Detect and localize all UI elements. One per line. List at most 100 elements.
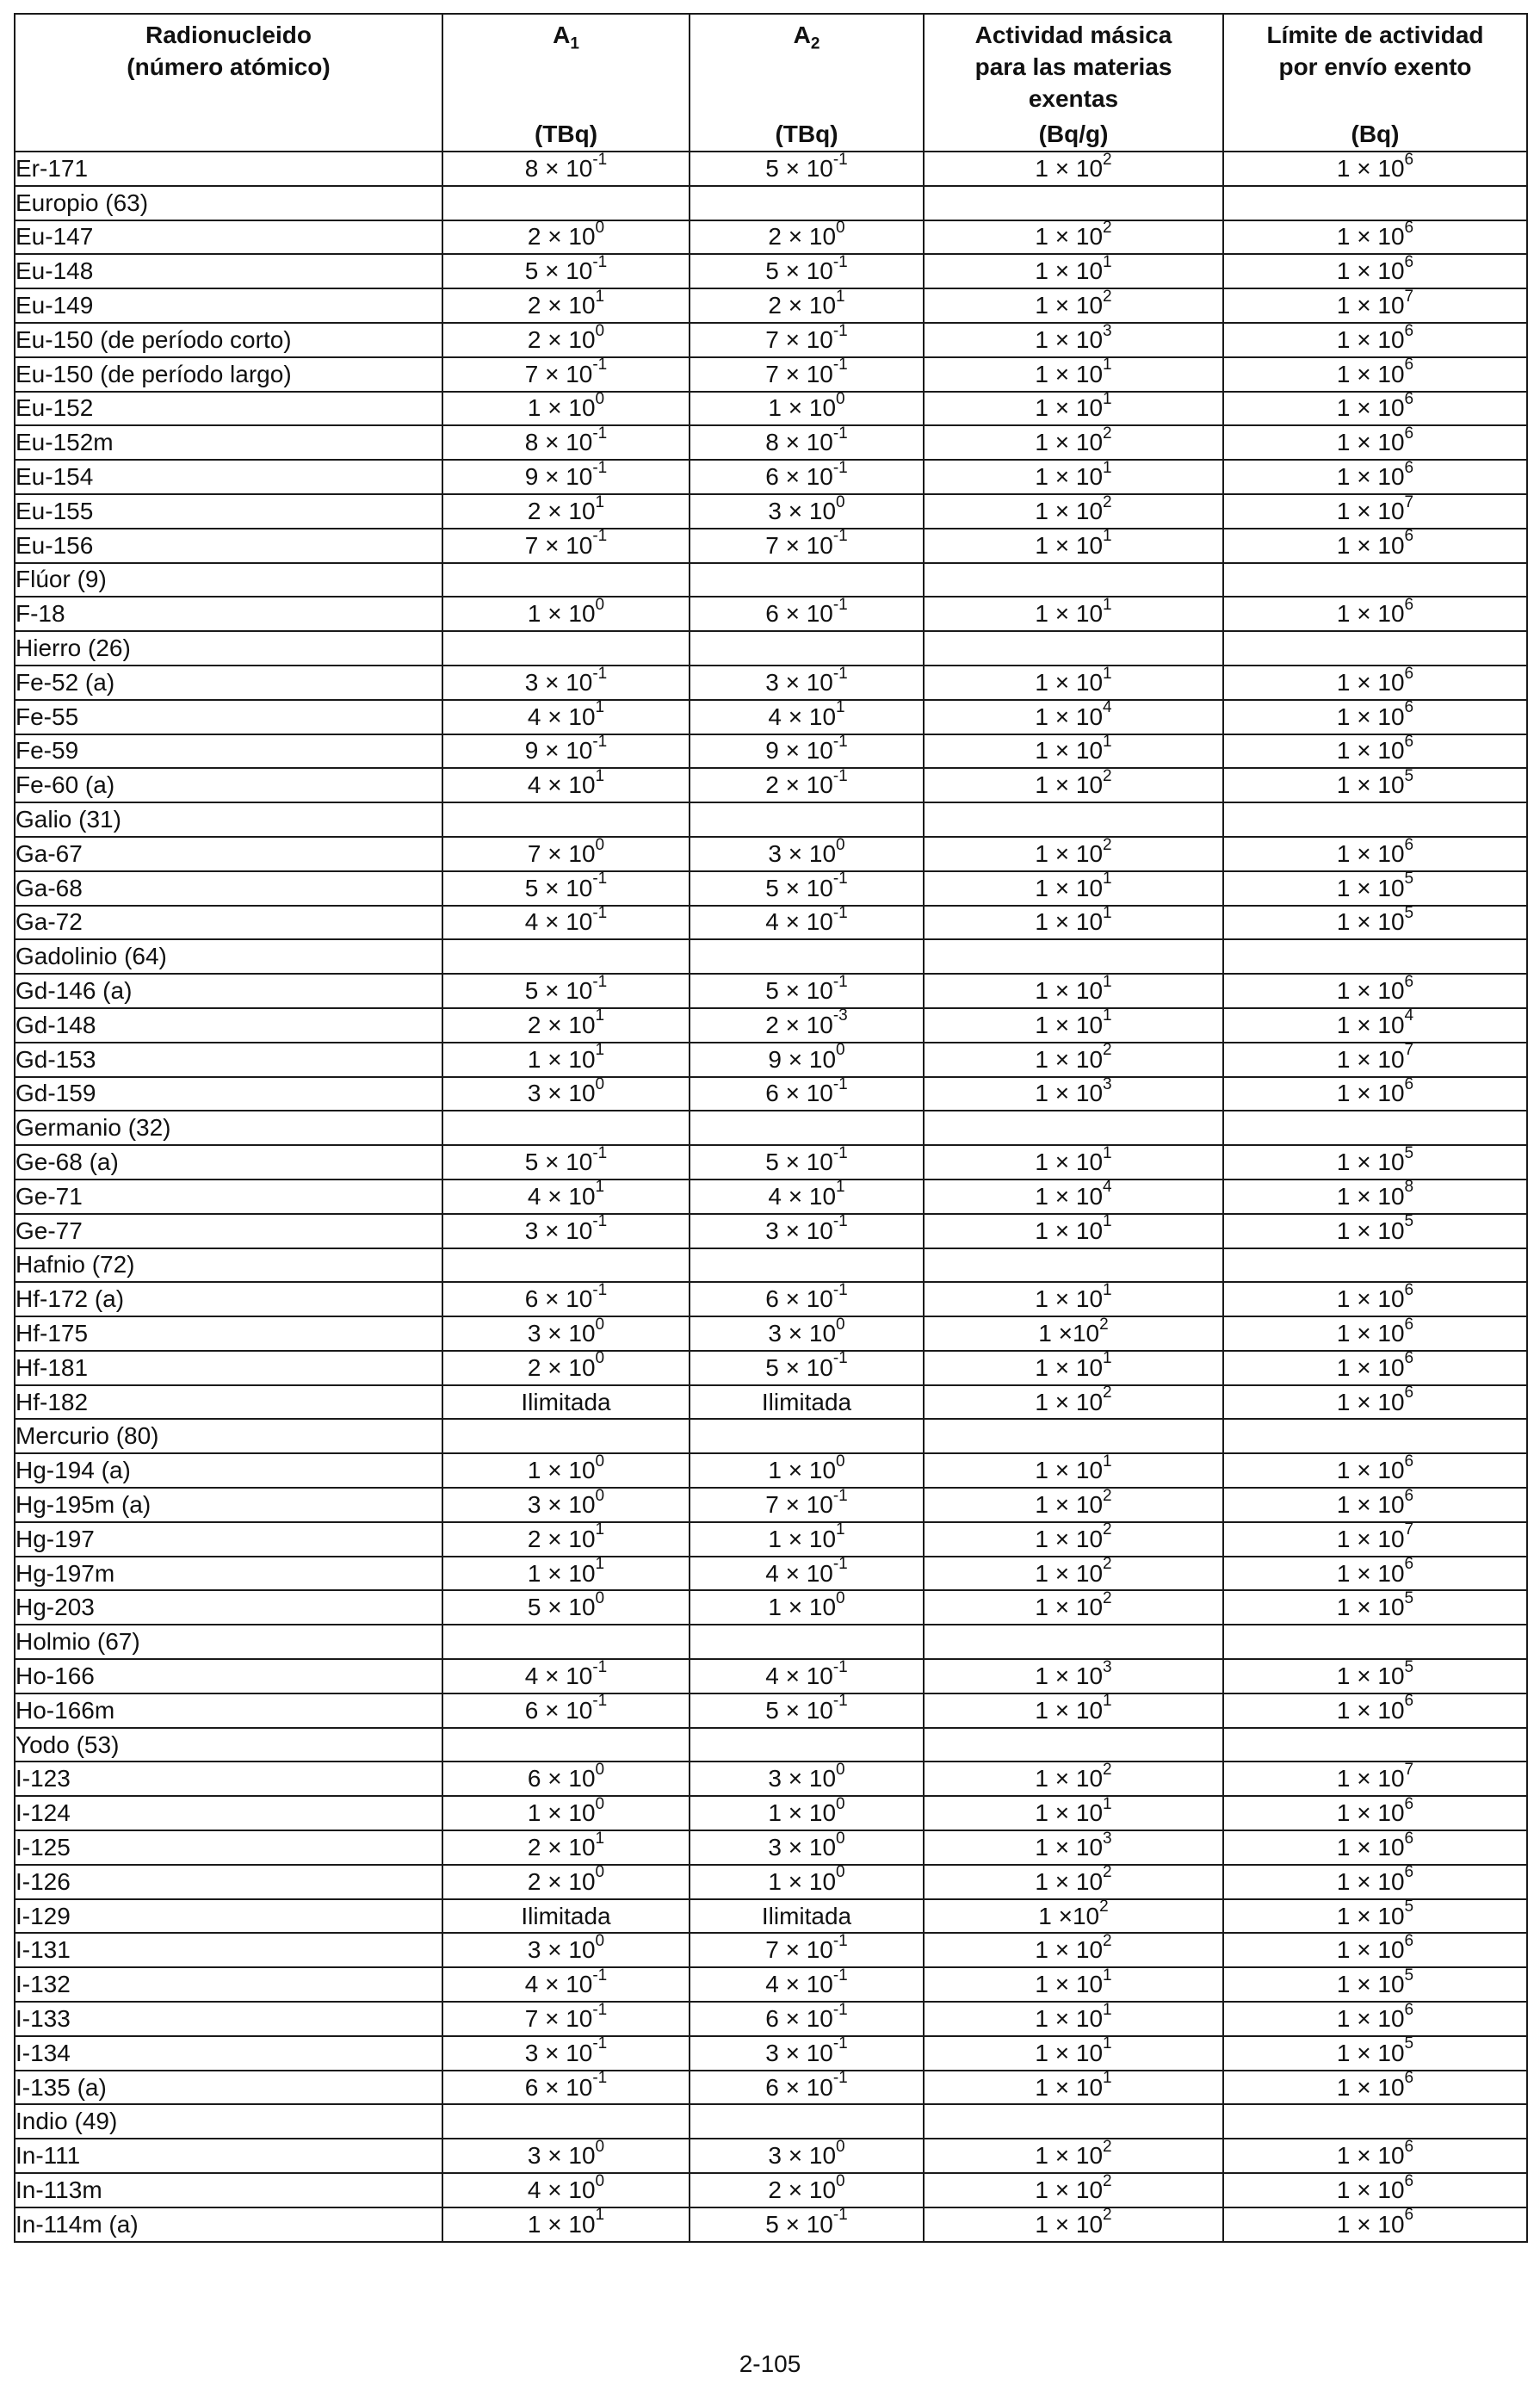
mantissa: 6 × 10	[524, 1696, 593, 1724]
a1-value: 3 × 100	[442, 1932, 690, 1969]
mantissa: 1 × 10	[1336, 257, 1405, 285]
exponent: 1	[595, 1555, 605, 1574]
mantissa: 6 × 10	[765, 600, 833, 628]
exponent: -1	[832, 150, 848, 169]
table-row: In-114m (a) 1 × 101 5 × 10-1 1 × 102 1 × 106	[14, 2206, 1528, 2243]
a1-value: 5 × 10-1	[442, 973, 690, 1009]
element-group-row: Indio (49)	[14, 2103, 1528, 2140]
exponent: 6	[1404, 1692, 1414, 1711]
nuclide-name: Ho-166	[14, 1658, 443, 1694]
header-mass-activity-line3: exentas	[1028, 85, 1119, 112]
mantissa: 7 × 10	[524, 360, 593, 387]
mantissa: 1 × 10	[1035, 874, 1104, 901]
a1-value	[442, 802, 690, 838]
a2-value: 2 × 100	[689, 2172, 925, 2208]
exponent: 6	[1404, 2069, 1414, 2088]
element-group-row: Yodo (53)	[14, 1726, 1528, 1763]
mantissa: 1 × 10	[1336, 223, 1405, 251]
exempt-limit-value: 1 × 106	[1222, 1932, 1528, 1969]
mantissa: 1 × 10	[1035, 531, 1104, 559]
mantissa: 1 × 10	[1336, 394, 1405, 422]
exponent: 5	[1404, 1589, 1414, 1608]
mantissa: 6 × 10	[765, 2004, 833, 2032]
nuclide-name: Hf-182	[14, 1384, 443, 1421]
exponent: 3	[1103, 1829, 1112, 1848]
exempt-limit-value: 1 × 105	[1222, 870, 1528, 907]
mantissa: 2 × 10	[527, 1867, 596, 1895]
exponent: 7	[1404, 1761, 1414, 1780]
table-row: Fe-55 4 × 101 4 × 101 1 × 104 1 × 106	[14, 698, 1528, 735]
header-mass-activity-line1: Actividad másica	[974, 22, 1172, 48]
mantissa: 8 × 10	[765, 429, 833, 456]
table-row: Eu-155 2 × 101 3 × 100 1 × 102 1 × 107	[14, 492, 1528, 529]
mantissa: 1 × 10	[1336, 292, 1405, 319]
a2-value: 2 × 101	[689, 288, 925, 324]
exponent: 1	[1103, 972, 1112, 991]
exempt-limit-value: 1 × 106	[1222, 321, 1528, 358]
mantissa: 1 × 10	[1035, 908, 1104, 936]
exempt-limit-value	[1222, 1624, 1528, 1661]
table-row: Fe-52 (a) 3 × 10-1 3 × 10-1 1 × 101 1 × 106	[14, 664, 1528, 701]
exempt-limit-value: 1 × 105	[1222, 1212, 1528, 1249]
exempt-limit-value: 1 × 107	[1222, 1041, 1528, 1078]
exponent: -1	[832, 527, 848, 546]
exempt-limit-value: 1 × 106	[1222, 835, 1528, 872]
header-mass-activity: Actividad másica para las materias exent…	[923, 13, 1224, 152]
mass-activity-value	[923, 630, 1224, 666]
a1-value: 2 × 100	[442, 219, 690, 256]
mantissa: 3 × 10	[768, 1833, 837, 1861]
nuclide-name: Gd-159	[14, 1075, 443, 1112]
exponent: -1	[832, 766, 848, 785]
mantissa: 1 × 10	[768, 1457, 837, 1484]
header-nuclide: Radionucleido (número atómico)	[14, 13, 443, 152]
mass-activity-value	[923, 561, 1224, 598]
exponent: 6	[1404, 2206, 1414, 2225]
mantissa: 3 × 10	[768, 1319, 837, 1347]
exponent: -1	[832, 1555, 848, 1574]
a1-value: 6 × 10-1	[442, 2069, 690, 2106]
exempt-limit-value: 1 × 106	[1222, 1075, 1528, 1112]
exponent: 5	[1404, 904, 1414, 923]
element-group-label: Hafnio (72)	[14, 1247, 443, 1284]
mantissa: 4 × 10	[765, 1662, 833, 1689]
mantissa: 1 × 10	[527, 1045, 596, 1073]
table-row: Eu-154 9 × 10-1 6 × 10-1 1 × 101 1 × 106	[14, 459, 1528, 495]
mantissa: 1 × 10	[1035, 325, 1104, 353]
exponent: 1	[1103, 1349, 1112, 1368]
nuclide-name: Hg-195m (a)	[14, 1487, 443, 1523]
a1-value: 4 × 10-1	[442, 1658, 690, 1694]
mass-activity-value: 1 × 102	[923, 2172, 1224, 2208]
mantissa: 5 × 10	[765, 257, 833, 285]
a2-value: 5 × 10-1	[689, 870, 925, 907]
exponent: 6	[1404, 1280, 1414, 1299]
table-row: I-132 4 × 10-1 4 × 10-1 1 × 101 1 × 105	[14, 1966, 1528, 2003]
exponent: 2	[1103, 287, 1112, 306]
exponent: 1	[595, 1520, 605, 1539]
exempt-limit-value	[1222, 2103, 1528, 2140]
exponent: 1	[1103, 1006, 1112, 1025]
nuclide-name: I-126	[14, 1863, 443, 1900]
nuclide-name: Ge-71	[14, 1178, 443, 1215]
exponent: -1	[592, 1280, 608, 1299]
mantissa: 7 × 10	[524, 531, 593, 559]
mantissa: 1 × 10	[1336, 2210, 1405, 2238]
table-row: I-123 6 × 100 3 × 100 1 × 102 1 × 107	[14, 1761, 1528, 1798]
exponent: 2	[1099, 1898, 1109, 1916]
table-row: Eu-150 (de período corto) 2 × 100 7 × 10-1…	[14, 321, 1528, 358]
exponent: -1	[592, 1143, 608, 1162]
a1-value: 1 × 100	[442, 390, 690, 427]
a2-value: 8 × 10-1	[689, 424, 925, 461]
a2-value	[689, 630, 925, 666]
exempt-limit-value: 1 × 106	[1222, 2001, 1528, 2037]
nuclide-name: Eu-155	[14, 492, 443, 529]
mantissa: 8 × 10	[524, 154, 593, 182]
mass-activity-value: 1 × 101	[923, 1349, 1224, 1386]
exempt-limit-value: 1 × 104	[1222, 1006, 1528, 1043]
table-row: Fe-59 9 × 10-1 9 × 10-1 1 × 101 1 × 106	[14, 733, 1528, 770]
mantissa: 1 × 10	[1035, 1971, 1104, 1998]
mantissa: 3 × 10	[527, 1490, 596, 1518]
mantissa: 1 × 10	[1336, 908, 1405, 936]
mantissa: 1 ×10	[1038, 1319, 1100, 1347]
mantissa: 1 × 10	[1336, 463, 1405, 491]
table-row: Hf-172 (a) 6 × 10-1 6 × 10-1 1 × 101 1 × 106	[14, 1280, 1528, 1318]
